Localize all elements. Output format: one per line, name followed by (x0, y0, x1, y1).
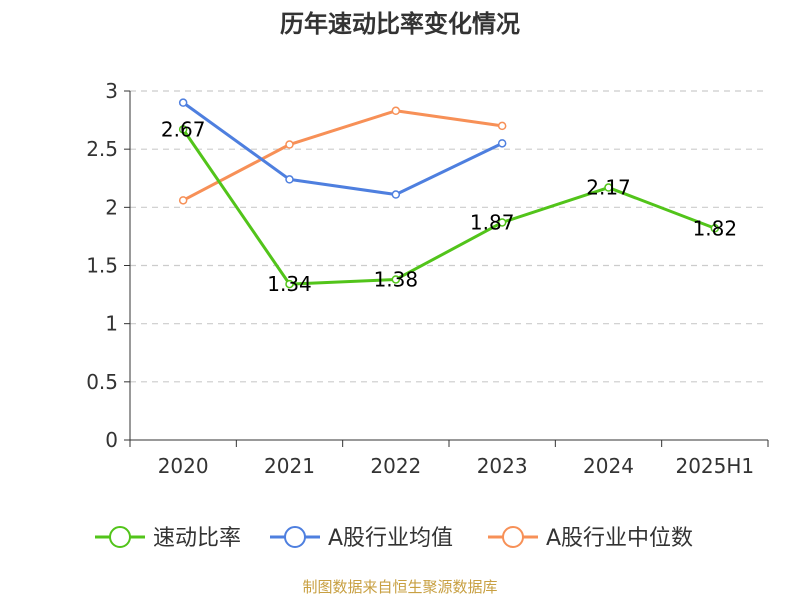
data-point (391, 106, 401, 116)
data-point (604, 183, 613, 192)
y-tick-label: 0 (105, 428, 118, 452)
data-label: 1.82 (693, 216, 738, 240)
y-tick-label: 0.5 (86, 370, 118, 394)
x-tick-label: 2023 (477, 454, 528, 478)
data-point (497, 121, 507, 131)
series-line (181, 128, 716, 286)
data-label: 1.87 (470, 210, 515, 234)
data-point (285, 279, 294, 289)
x-tick-label: 2022 (370, 454, 421, 478)
legend-label: A股行业中位数 (546, 526, 693, 551)
x-tick-label: 2025H1 (675, 454, 754, 478)
data-point (285, 175, 294, 184)
axes: 0 0.5 1 1.5 2 2.5 3 2020 2021 2022 2023 2024 2025H1 (86, 79, 769, 478)
source-note: 制图数据来自恒生聚源数据库 (302, 578, 497, 596)
data-point (285, 140, 294, 149)
series-line (182, 101, 503, 197)
y-tick-label: 1.5 (86, 254, 118, 278)
series-line (182, 109, 503, 202)
series-lines (181, 101, 716, 286)
chart-title: 历年速动比率变化情况 (280, 10, 520, 38)
y-tick-label: 3 (105, 79, 118, 103)
data-point (178, 98, 188, 107)
data-label: 1.38 (374, 267, 419, 291)
data-point (391, 275, 401, 284)
data-point (391, 190, 401, 199)
x-tick-label: 2020 (158, 454, 209, 478)
y-tick-label: 1 (105, 312, 118, 336)
data-label: 1.34 (267, 272, 312, 296)
y-tick-label: 2.5 (86, 137, 118, 161)
data-point (497, 218, 507, 227)
y-tick-label: 2 (105, 195, 118, 219)
legend-label: 速动比率 (153, 526, 241, 551)
data-points (178, 98, 720, 289)
legend-marker (502, 526, 524, 548)
data-labels: 2.67 1.34 1.38 1.87 2.17 1.82 (161, 117, 737, 296)
x-tick-label: 2024 (583, 454, 634, 478)
data-label: 2.17 (586, 176, 631, 200)
data-point (178, 125, 188, 134)
legend-marker (284, 526, 306, 548)
data-point (178, 196, 188, 205)
legend: 速动比率 A股行业均值 A股行业中位数 (95, 526, 693, 551)
data-label: 2.67 (161, 117, 206, 141)
legend-label: A股行业均值 (328, 526, 453, 551)
data-point (497, 139, 507, 148)
data-point (710, 224, 720, 233)
x-tick-label: 2021 (264, 454, 315, 478)
legend-marker (109, 526, 131, 548)
